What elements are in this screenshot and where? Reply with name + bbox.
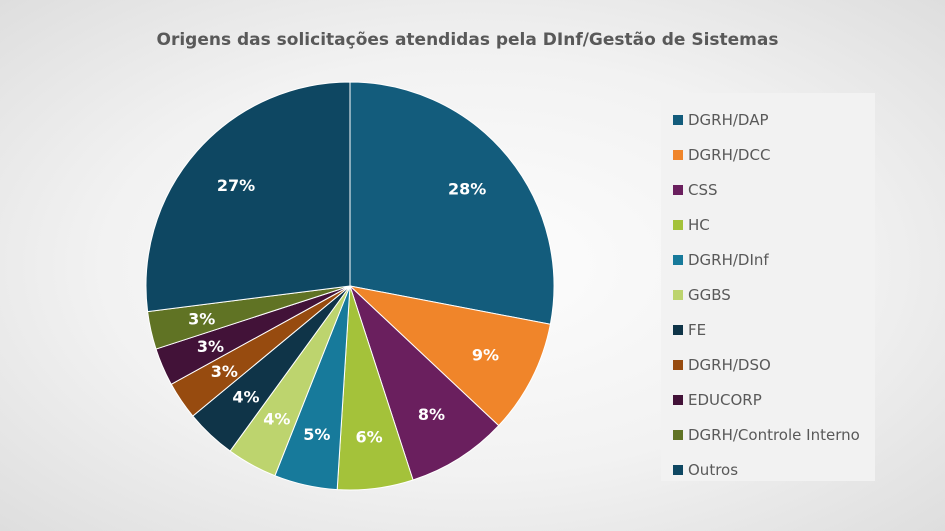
legend-label: DGRH/DSO [688, 355, 771, 374]
legend-label: EDUCORP [688, 390, 762, 409]
legend-label: DGRH/DCC [688, 145, 771, 164]
legend-swatch [673, 114, 683, 125]
legend-item-outros: Outros [673, 452, 875, 487]
data-label-dgrh-dso: 3% [211, 362, 238, 381]
legend-label: GGBS [688, 285, 731, 304]
legend-swatch [673, 149, 683, 160]
data-label-ggbs: 4% [263, 410, 290, 429]
legend-label: FE [688, 320, 707, 339]
data-label-educorp: 3% [197, 337, 224, 356]
data-label-dgrh-controle-interno: 3% [188, 310, 215, 329]
data-label-fe: 4% [232, 387, 259, 406]
legend-label: DGRH/DInf [688, 250, 769, 269]
legend-label: CSS [688, 180, 718, 199]
legend-label: HC [688, 215, 710, 234]
chart-title: Origens das solicitações atendidas pela … [156, 30, 779, 50]
pie-slice-dgrh-dcc [348, 285, 551, 427]
data-label-dgrh-dap: 28% [448, 180, 486, 199]
data-label-dgrh-dcc: 9% [472, 346, 499, 365]
legend-label: DGRH/Controle Interno [688, 425, 860, 444]
legend-swatch [673, 464, 683, 475]
pie-slice-css [349, 285, 500, 481]
legend-item-hc: HC [673, 207, 875, 242]
data-label-dgrh-dinf: 5% [303, 425, 330, 444]
data-label-outros: 27% [217, 176, 255, 195]
legend: DGRH/DAP DGRH/DCC CSS HC DGRH/DInf GGBS FE DGRH… [661, 93, 875, 481]
legend-item-dgrh-controle-interno: DGRH/Controle Interno [673, 417, 875, 452]
legend-item-dgrh-dso: DGRH/DSO [673, 347, 875, 382]
legend-item-dgrh-dinf: DGRH/DInf [673, 242, 875, 277]
legend-swatch [673, 394, 683, 405]
legend-swatch [673, 429, 683, 440]
legend-item-ggbs: GGBS [673, 277, 875, 312]
data-label-css: 8% [418, 405, 445, 424]
pie-slice-outros [145, 81, 351, 313]
pie-slice-dgrh-dap [349, 81, 555, 325]
legend-item-css: CSS [673, 172, 875, 207]
legend-swatch [673, 359, 683, 370]
legend-swatch [673, 289, 683, 300]
data-label-hc: 6% [355, 427, 382, 446]
legend-label: Outros [688, 460, 739, 479]
legend-item-educorp: EDUCORP [673, 382, 875, 417]
legend-label: DGRH/DAP [688, 110, 769, 129]
legend-swatch [673, 254, 683, 265]
legend-swatch [673, 324, 683, 335]
legend-item-dgrh-dcc: DGRH/DCC [673, 137, 875, 172]
legend-swatch [673, 184, 683, 195]
legend-item-dgrh-dap: DGRH/DAP [673, 102, 875, 137]
legend-swatch [673, 219, 683, 230]
legend-item-fe: FE [673, 312, 875, 347]
